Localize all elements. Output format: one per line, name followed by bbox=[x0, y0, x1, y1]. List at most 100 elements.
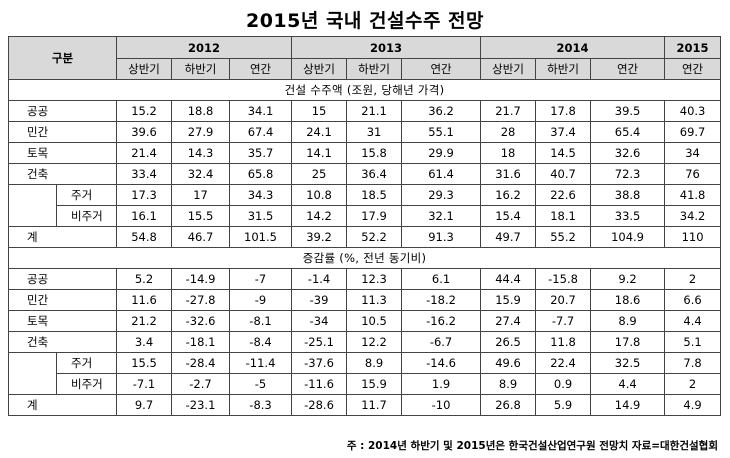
table-cell: 91.3 bbox=[401, 226, 482, 248]
table-cell: 35.7 bbox=[229, 142, 293, 164]
table-cell: 4.4 bbox=[590, 373, 666, 395]
section-title: 증감률 (%, 전년 동기비) bbox=[7, 247, 722, 269]
table-cell: 21.2 bbox=[116, 310, 173, 332]
row-label: 계 bbox=[7, 394, 118, 416]
table-cell: -25.1 bbox=[291, 331, 348, 353]
table-cell: 6.6 bbox=[664, 289, 722, 311]
table-cell: 7.8 bbox=[664, 352, 722, 374]
table-cell: 54.8 bbox=[116, 226, 173, 248]
table-cell: 28 bbox=[480, 121, 537, 143]
table-cell: 39.2 bbox=[291, 226, 348, 248]
table-cell: 4.4 bbox=[664, 310, 722, 332]
table-cell: -6.7 bbox=[401, 331, 482, 353]
table-cell: 32.6 bbox=[590, 142, 666, 164]
table-cell: 2 bbox=[664, 373, 722, 395]
table-cell: -11.4 bbox=[229, 352, 293, 374]
table-cell: -15.8 bbox=[535, 268, 592, 290]
table-cell: 21.7 bbox=[480, 100, 537, 122]
table-cell: 4.9 bbox=[664, 394, 722, 416]
table-cell: 25 bbox=[291, 163, 348, 185]
table-cell: 8.9 bbox=[480, 373, 537, 395]
table-cell: 15.8 bbox=[346, 142, 403, 164]
table-cell: 55.2 bbox=[535, 226, 592, 248]
indent-cell bbox=[8, 205, 57, 227]
table-cell: 10.5 bbox=[346, 310, 403, 332]
row-label: 공공 bbox=[7, 268, 118, 290]
section-title: 건설 수주액 (조원, 당해년 가격) bbox=[7, 79, 722, 101]
table-cell: 9.7 bbox=[116, 394, 173, 416]
year-header-2013: 2013 bbox=[291, 36, 482, 59]
table-cell: 67.4 bbox=[229, 121, 293, 143]
table-cell: 2 bbox=[664, 268, 722, 290]
row-label: 토목 bbox=[7, 310, 118, 332]
table-cell: 15.5 bbox=[171, 205, 231, 227]
table-cell: -9 bbox=[229, 289, 293, 311]
table-cell: 31.5 bbox=[229, 205, 293, 227]
table-cell: 32.1 bbox=[401, 205, 482, 227]
table-cell: 34.2 bbox=[664, 205, 722, 227]
table-row: 토목 21.2 -32.6 -8.1 -34 10.5 -16.2 27.4 -7.7 8.9 4.… bbox=[7, 310, 722, 332]
table-cell: 34 bbox=[664, 142, 722, 164]
table-cell: 65.4 bbox=[590, 121, 666, 143]
table-cell: 14.5 bbox=[535, 142, 592, 164]
subheader-annual: 연간 bbox=[664, 58, 722, 80]
table-cell: 14.1 bbox=[291, 142, 348, 164]
subheader-h2: 하반기 bbox=[171, 58, 231, 80]
table-cell: -5 bbox=[229, 373, 293, 395]
table-cell: 14.9 bbox=[590, 394, 666, 416]
table-cell: -34 bbox=[291, 310, 348, 332]
table-cell: 18.8 bbox=[171, 100, 231, 122]
table-cell: 49.7 bbox=[480, 226, 537, 248]
table-cell: 18.1 bbox=[535, 205, 592, 227]
table-cell: 31 bbox=[346, 121, 403, 143]
table-cell: 15.4 bbox=[480, 205, 537, 227]
table-row: 비주거 -7.1 -2.7 -5 -11.6 15.9 1.9 8.9 0.9 4.4 2 bbox=[8, 373, 722, 395]
row-label: 민간 bbox=[7, 121, 118, 143]
table-cell: 29.9 bbox=[401, 142, 482, 164]
table-cell: 11.3 bbox=[346, 289, 403, 311]
table-row: 민간 39.6 27.9 67.4 24.1 31 55.1 28 37.4 65.4 69.7 bbox=[7, 121, 722, 143]
page-title: 2015년 국내 건설수주 전망 bbox=[245, 10, 485, 32]
indent-cell bbox=[8, 373, 57, 395]
year-header-2015: 2015 bbox=[664, 36, 722, 59]
indent-cell bbox=[8, 184, 57, 206]
subheader-h2: 하반기 bbox=[535, 58, 592, 80]
table-cell: -7.7 bbox=[535, 310, 592, 332]
table-cell: -23.1 bbox=[171, 394, 231, 416]
table-cell: 21.1 bbox=[346, 100, 403, 122]
table-cell: 32.4 bbox=[171, 163, 231, 185]
subheader-h1: 상반기 bbox=[480, 58, 537, 80]
row-label: 비주거 bbox=[55, 205, 118, 227]
table-cell: 16.2 bbox=[480, 184, 537, 206]
table-cell: 61.4 bbox=[401, 163, 482, 185]
table-cell: 15.5 bbox=[116, 352, 173, 374]
footnote: 주 : 2014년 하반기 및 2015년은 한국건설산업연구원 전망치 자료=… bbox=[346, 440, 718, 452]
table-cell: 104.9 bbox=[590, 226, 666, 248]
table-cell: 26.5 bbox=[480, 331, 537, 353]
subheader-h2: 하반기 bbox=[346, 58, 403, 80]
table-cell: 69.7 bbox=[664, 121, 722, 143]
table-row: 주거 17.3 17 34.3 10.8 18.5 29.3 16.2 22.6 38.8 41.8 bbox=[8, 184, 722, 206]
table-cell: -11.6 bbox=[291, 373, 348, 395]
table-cell: 37.4 bbox=[535, 121, 592, 143]
category-header: 구분 bbox=[7, 36, 118, 80]
table-cell: 10.8 bbox=[291, 184, 348, 206]
table-cell: 55.1 bbox=[401, 121, 482, 143]
table-cell: -8.3 bbox=[229, 394, 293, 416]
table-cell: -8.1 bbox=[229, 310, 293, 332]
table-row: 계 54.8 46.7 101.5 39.2 52.2 91.3 49.7 55.2 104.9 1… bbox=[7, 226, 722, 248]
table-cell: -27.8 bbox=[171, 289, 231, 311]
table-row: 건축 3.4 -18.1 -8.4 -25.1 12.2 -6.7 26.5 11.8 17.8 5… bbox=[7, 331, 722, 353]
table-cell: 9.2 bbox=[590, 268, 666, 290]
subheader-annual: 연간 bbox=[401, 58, 482, 80]
table-cell: 14.3 bbox=[171, 142, 231, 164]
table-cell: 39.5 bbox=[590, 100, 666, 122]
table-cell: -7 bbox=[229, 268, 293, 290]
table-cell: -16.2 bbox=[401, 310, 482, 332]
subheader-h1: 상반기 bbox=[291, 58, 348, 80]
table-cell: 44.4 bbox=[480, 268, 537, 290]
table-cell: 18.5 bbox=[346, 184, 403, 206]
table-cell: 36.2 bbox=[401, 100, 482, 122]
table-cell: 39.6 bbox=[116, 121, 173, 143]
table-cell: 52.2 bbox=[346, 226, 403, 248]
